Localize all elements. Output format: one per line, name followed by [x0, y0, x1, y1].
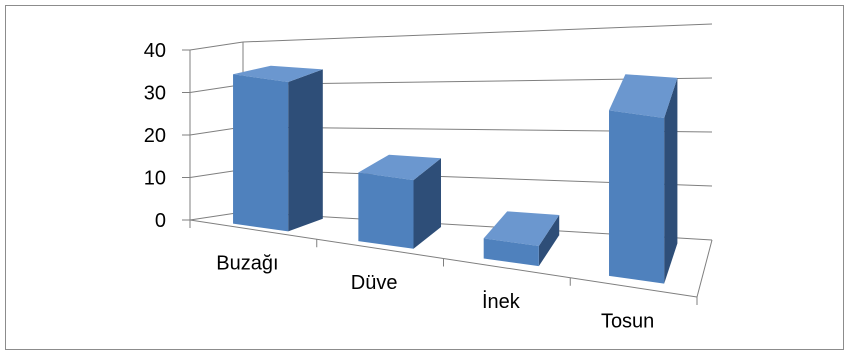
bar-top: [609, 74, 678, 119]
chart-bars: [233, 65, 678, 284]
side-gridline: [189, 41, 244, 51]
bar-side: [413, 158, 442, 249]
x-tick-label: Düve: [351, 272, 398, 294]
y-tick-label: 20: [144, 125, 166, 147]
y-tick-label: 30: [144, 83, 166, 105]
bar-top: [233, 65, 323, 82]
bar: [358, 154, 442, 249]
x-tick-labels: Buzağı Düve İnek Tosun: [216, 253, 654, 333]
bar-front: [609, 110, 665, 284]
x-tick-label: Buzağı: [216, 253, 278, 275]
y-tick-label: 10: [144, 168, 166, 190]
bar-side: [538, 214, 560, 267]
gridline: [242, 23, 713, 43]
bar-side: [288, 69, 323, 232]
bar-front: [358, 172, 414, 249]
bar-top: [358, 154, 442, 181]
bar: [233, 65, 323, 232]
bar-front: [233, 74, 289, 232]
x-tick-label: Tosun: [601, 310, 654, 332]
y-tick-labels: 0 10 20 30 40: [144, 40, 166, 232]
floor-right-edge: [696, 239, 713, 298]
x-tick-label: İnek: [482, 290, 521, 313]
y-tick-label: 40: [144, 40, 166, 62]
bar: [609, 74, 678, 284]
y-tick-label: 0: [155, 210, 166, 232]
bar-front: [483, 238, 539, 267]
bar-top: [483, 211, 560, 246]
bar: [483, 211, 560, 267]
bar-side: [664, 77, 678, 284]
